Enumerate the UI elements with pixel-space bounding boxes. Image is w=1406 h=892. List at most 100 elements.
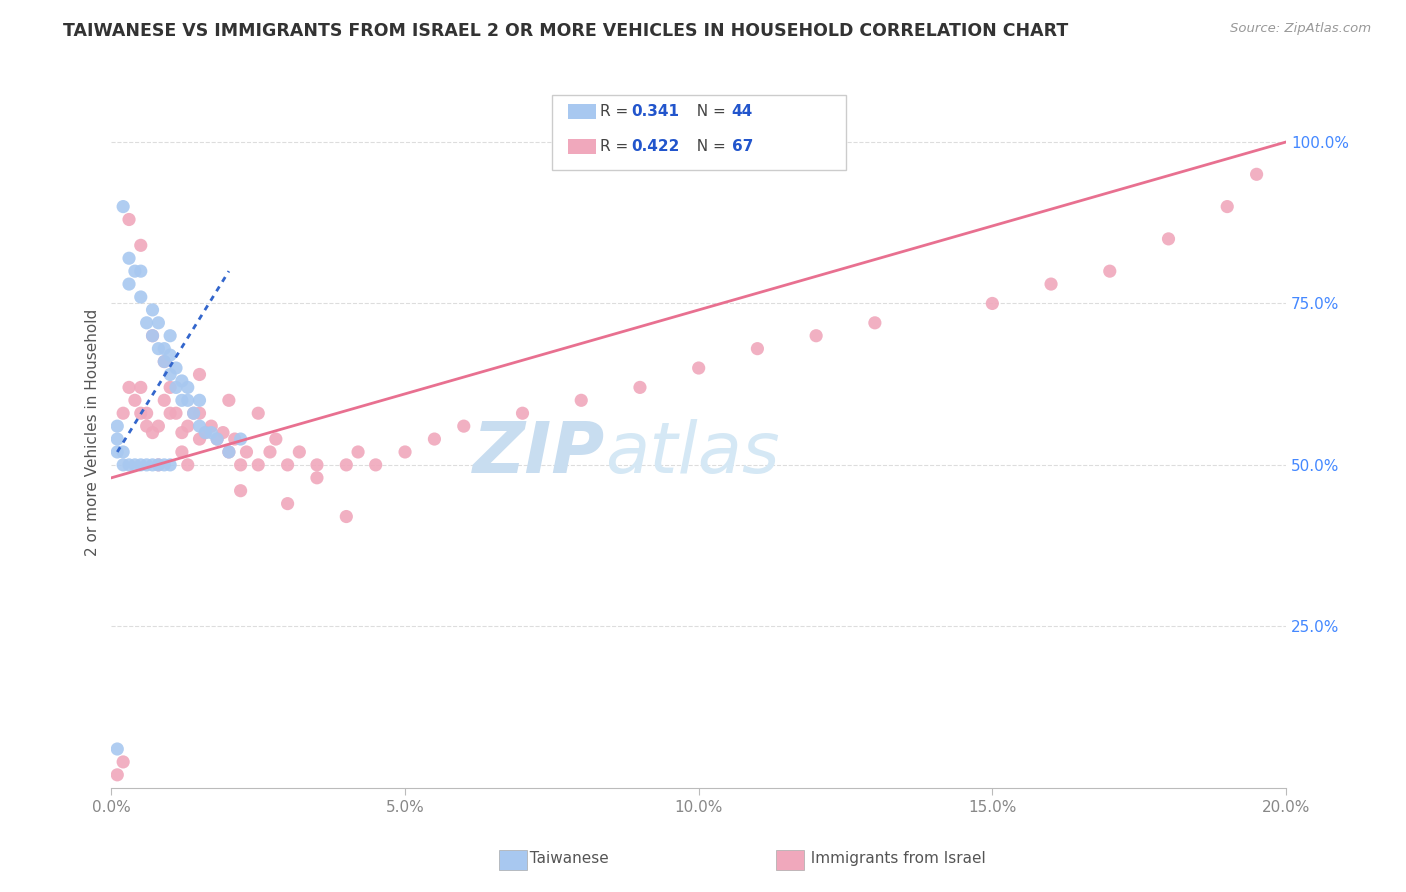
Point — [188, 393, 211, 408]
Point — [188, 368, 211, 382]
Point — [863, 316, 886, 330]
Point — [105, 419, 128, 434]
Point — [364, 458, 387, 472]
Point — [218, 393, 240, 408]
Point — [212, 425, 235, 440]
Point — [628, 380, 651, 394]
Point — [148, 458, 170, 472]
Point — [129, 458, 152, 472]
Point — [394, 445, 416, 459]
Text: 0.422: 0.422 — [631, 139, 681, 153]
Point — [129, 406, 152, 420]
Point — [165, 361, 187, 376]
Point — [177, 458, 200, 472]
Point — [200, 419, 222, 434]
Point — [453, 419, 475, 434]
Point — [177, 419, 200, 434]
Point — [1098, 264, 1121, 278]
Point — [423, 432, 446, 446]
Text: TAIWANESE VS IMMIGRANTS FROM ISRAEL 2 OR MORE VEHICLES IN HOUSEHOLD CORRELATION : TAIWANESE VS IMMIGRANTS FROM ISRAEL 2 OR… — [63, 22, 1069, 40]
Point — [205, 432, 228, 446]
Point — [305, 458, 328, 472]
Point — [194, 425, 217, 440]
Point — [118, 212, 141, 227]
Point — [105, 445, 128, 459]
Point — [688, 361, 710, 376]
Point — [153, 393, 176, 408]
Point — [159, 380, 181, 394]
Point — [218, 445, 240, 459]
Point — [165, 406, 187, 420]
Point — [165, 380, 187, 394]
Point — [153, 354, 176, 368]
Text: Immigrants from Israel: Immigrants from Israel — [801, 851, 986, 865]
Point — [229, 432, 252, 446]
Y-axis label: 2 or more Vehicles in Household: 2 or more Vehicles in Household — [86, 309, 100, 557]
Point — [305, 471, 328, 485]
Point — [512, 406, 534, 420]
Point — [804, 328, 827, 343]
Point — [747, 342, 769, 356]
Text: Source: ZipAtlas.com: Source: ZipAtlas.com — [1230, 22, 1371, 36]
Point — [118, 458, 141, 472]
Point — [177, 380, 200, 394]
Point — [229, 458, 252, 472]
Point — [153, 342, 176, 356]
Point — [129, 238, 152, 252]
Text: 44: 44 — [731, 104, 752, 119]
Text: R =: R = — [600, 104, 633, 119]
FancyBboxPatch shape — [568, 138, 596, 154]
Text: N =: N = — [688, 139, 731, 153]
Point — [118, 252, 141, 266]
Point — [112, 755, 135, 769]
Point — [159, 348, 181, 362]
Point — [170, 393, 193, 408]
Point — [141, 458, 163, 472]
Point — [183, 406, 205, 420]
Text: 67: 67 — [731, 139, 754, 153]
Point — [1157, 232, 1180, 246]
Point — [105, 432, 128, 446]
Point — [188, 419, 211, 434]
Point — [194, 425, 217, 440]
Point — [118, 277, 141, 291]
Point — [135, 406, 157, 420]
Text: N =: N = — [688, 104, 731, 119]
Point — [183, 406, 205, 420]
Point — [1216, 200, 1239, 214]
FancyBboxPatch shape — [568, 103, 596, 120]
Point — [335, 509, 357, 524]
Point — [124, 264, 146, 278]
Point — [200, 425, 222, 440]
Point — [135, 316, 157, 330]
Point — [335, 458, 357, 472]
Point — [141, 425, 163, 440]
Text: 0.341: 0.341 — [631, 104, 679, 119]
Point — [124, 458, 146, 472]
Point — [170, 374, 193, 388]
Point — [112, 458, 135, 472]
Point — [229, 483, 252, 498]
Point — [159, 406, 181, 420]
Point — [981, 296, 1004, 310]
Point — [170, 445, 193, 459]
Point — [218, 445, 240, 459]
Point — [141, 302, 163, 317]
Point — [105, 768, 128, 782]
Text: atlas: atlas — [605, 419, 779, 489]
Point — [188, 432, 211, 446]
Point — [159, 368, 181, 382]
Point — [170, 425, 193, 440]
Text: R =: R = — [600, 139, 633, 153]
Point — [277, 458, 299, 472]
Point — [124, 393, 146, 408]
Point — [224, 432, 246, 446]
Point — [129, 380, 152, 394]
FancyBboxPatch shape — [553, 95, 845, 169]
Point — [112, 200, 135, 214]
Point — [141, 328, 163, 343]
Text: Taiwanese: Taiwanese — [520, 851, 609, 865]
Point — [148, 458, 170, 472]
Point — [129, 264, 152, 278]
Point — [135, 419, 157, 434]
